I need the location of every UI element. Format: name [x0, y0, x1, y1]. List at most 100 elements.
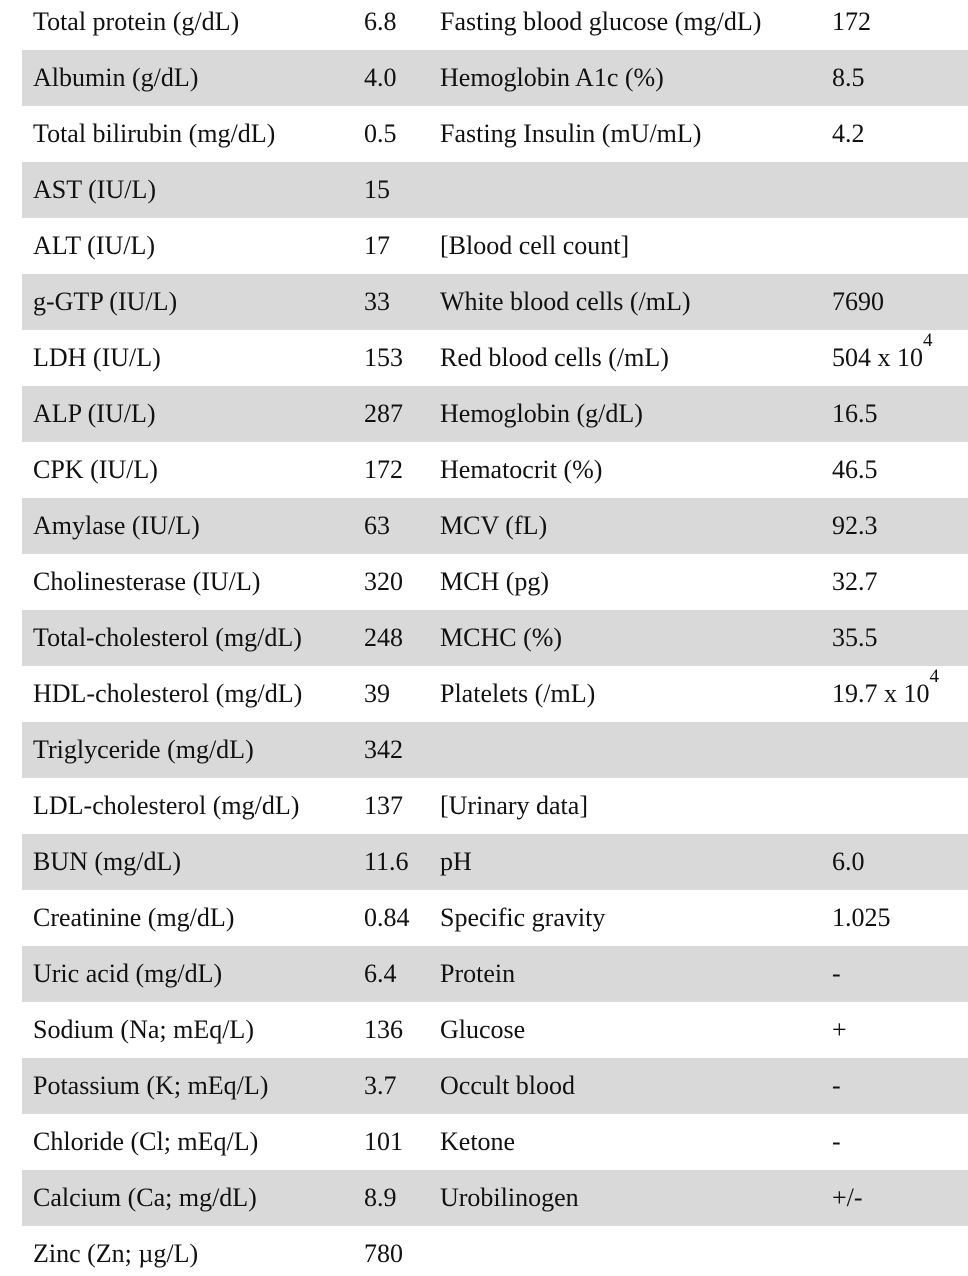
- label-cell: Potassium (K; mEq/L): [33, 1071, 269, 1100]
- label-cell: Total bilirubin (mg/dL): [33, 119, 276, 148]
- value-cell: +: [832, 1015, 847, 1044]
- label-cell: Red blood cells (/mL): [440, 343, 669, 372]
- label-cell: LDL-cholesterol (mg/dL): [33, 791, 300, 820]
- label-cell: Chloride (Cl; mEq/L): [33, 1127, 259, 1156]
- label-cell: Hemoglobin (g/dL): [440, 399, 643, 428]
- table-row: Sodium (Na; mEq/L) 136 Glucose +: [22, 1002, 968, 1058]
- table-row: g-GTP (IU/L) 33 White blood cells (/mL) 769…: [22, 274, 968, 330]
- table-row: CPK (IU/L) 172 Hematocrit (%) 46.5: [22, 442, 968, 498]
- label-cell: CPK (IU/L): [33, 455, 158, 484]
- label-cell: pH: [440, 847, 472, 876]
- value-cell: 287: [364, 399, 403, 428]
- label-cell: Albumin (g/dL): [33, 63, 199, 92]
- value-cell: 35.5: [832, 623, 878, 652]
- table-row: Total bilirubin (mg/dL) 0.5 Fasting Insuli…: [22, 106, 968, 162]
- value-cell: 3.7: [364, 1071, 397, 1100]
- table-row: Zinc (Zn; µg/L) 780: [22, 1226, 968, 1276]
- table-row: AST (IU/L) 15: [22, 162, 968, 218]
- value-cell: 92.3: [832, 511, 878, 540]
- value-cell: 153: [364, 343, 403, 372]
- table-row: Total-cholesterol (mg/dL) 248 MCHC (%) 35.5: [22, 610, 968, 666]
- label-cell: Hemoglobin A1c (%): [440, 63, 664, 92]
- value-cell: 342: [364, 735, 403, 764]
- value-cell: 172: [364, 455, 403, 484]
- label-cell: Fasting Insulin (mU/mL): [440, 119, 702, 148]
- label-cell: MCHC (%): [440, 623, 563, 652]
- table-row: ALT (IU/L) 17 [Blood cell count]: [22, 218, 968, 274]
- label-cell: Sodium (Na; mEq/L): [33, 1015, 254, 1044]
- table-row: ALP (IU/L) 287 Hemoglobin (g/dL) 16.5: [22, 386, 968, 442]
- value-cell: 6.4: [364, 959, 397, 988]
- value-cell: 16.5: [832, 399, 878, 428]
- value-cell: 46.5: [832, 455, 878, 484]
- value-cell: 11.6: [364, 847, 409, 876]
- label-cell: Protein: [440, 959, 516, 988]
- value-cell: +/-: [832, 1183, 863, 1212]
- label-cell: Glucose: [440, 1015, 526, 1044]
- value-cell: -: [832, 1071, 841, 1100]
- value-cell: 8.5: [832, 63, 865, 92]
- value-cell: 136: [364, 1015, 403, 1044]
- value-cell: 1.025: [832, 903, 891, 932]
- value-text: 504 x 10: [832, 343, 923, 372]
- label-cell: Cholinesterase (IU/L): [33, 567, 261, 596]
- label-cell: Triglyceride (mg/dL): [33, 735, 254, 764]
- table-row: LDH (IU/L) 153 Red blood cells (/mL) 504 x …: [22, 330, 968, 386]
- value-cell: 4.2: [832, 119, 865, 148]
- table-row: Potassium (K; mEq/L) 3.7 Occult blood -: [22, 1058, 968, 1114]
- value-cell: 8.9: [364, 1183, 397, 1212]
- label-cell: g-GTP (IU/L): [33, 287, 178, 316]
- table-row: Albumin (g/dL) 4.0 Hemoglobin A1c (%) 8.5: [22, 50, 968, 106]
- value-cell: 17: [364, 231, 390, 260]
- value-text: 19.7 x 10: [832, 679, 930, 708]
- label-cell: LDH (IU/L): [33, 343, 161, 372]
- label-cell: MCH (pg): [440, 567, 550, 596]
- label-cell: AST (IU/L): [33, 175, 157, 204]
- value-cell: 780: [364, 1239, 403, 1268]
- label-cell: HDL-cholesterol (mg/dL): [33, 679, 303, 708]
- value-cell: 63: [364, 511, 390, 540]
- exponent: 4: [929, 666, 940, 687]
- value-cell: 0.84: [364, 903, 410, 932]
- label-cell: Zinc (Zn; µg/L): [33, 1239, 199, 1268]
- label-cell: Occult blood: [440, 1071, 576, 1100]
- table-row: Cholinesterase (IU/L) 320 MCH (pg) 32.7: [22, 554, 968, 610]
- label-cell: Creatinine (mg/dL): [33, 903, 235, 932]
- value-cell: 0.5: [364, 119, 397, 148]
- table-row: Chloride (Cl; mEq/L) 101 Ketone -: [22, 1114, 968, 1170]
- table-row: HDL-cholesterol (mg/dL) 39 Platelets (/mL)…: [22, 666, 968, 722]
- label-cell: MCV (fL): [440, 511, 548, 540]
- value-cell: 320: [364, 567, 403, 596]
- label-cell: ALP (IU/L): [33, 399, 156, 428]
- value-cell: -: [832, 1127, 841, 1156]
- table-row: BUN (mg/dL) 11.6 pH 6.0: [22, 834, 968, 890]
- value-cell: 39: [364, 679, 390, 708]
- label-cell: Urobilinogen: [440, 1183, 579, 1212]
- label-cell: Hematocrit (%): [440, 455, 603, 484]
- label-cell: [Blood cell count]: [440, 231, 630, 260]
- label-cell: Uric acid (mg/dL): [33, 959, 223, 988]
- label-cell: Total protein (g/dL): [33, 7, 240, 36]
- label-cell: Calcium (Ca; mg/dL): [33, 1183, 257, 1212]
- value-cell: 4.0: [364, 63, 397, 92]
- value-cell: 6.0: [832, 847, 865, 876]
- table-row: Amylase (IU/L) 63 MCV (fL) 92.3: [22, 498, 968, 554]
- table-row: Total protein (g/dL) 6.8 Fasting blood glu…: [22, 0, 968, 50]
- table-row: Triglyceride (mg/dL) 342: [22, 722, 968, 778]
- table-row: Calcium (Ca; mg/dL) 8.9 Urobilinogen +/-: [22, 1170, 968, 1226]
- value-cell: 15: [364, 175, 390, 204]
- label-cell: ALT (IU/L): [33, 231, 156, 260]
- table-row: Uric acid (mg/dL) 6.4 Protein -: [22, 946, 968, 1002]
- exponent: 4: [923, 330, 933, 351]
- label-cell: Specific gravity: [440, 903, 606, 932]
- label-cell: [Urinary data]: [440, 791, 588, 820]
- value-cell: 504 x 104: [832, 330, 933, 386]
- label-cell: White blood cells (/mL): [440, 287, 691, 316]
- value-cell: 6.8: [364, 7, 397, 36]
- label-cell: Amylase (IU/L): [33, 511, 200, 540]
- table-row: LDL-cholesterol (mg/dL) 137 [Urinary data]: [22, 778, 968, 834]
- value-cell: 7690: [832, 287, 884, 316]
- value-cell: 172: [832, 7, 871, 36]
- value-cell: 137: [364, 791, 403, 820]
